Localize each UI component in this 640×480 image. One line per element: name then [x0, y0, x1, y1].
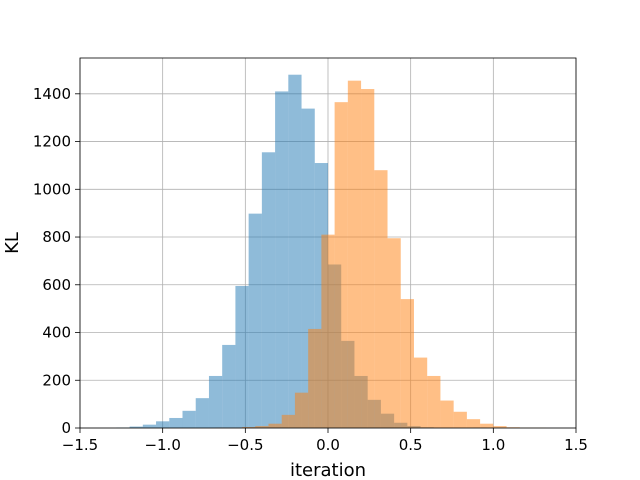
- x-tick-label: 0.5: [399, 436, 423, 454]
- histogram-bar: [334, 102, 348, 429]
- histogram-bar: [361, 89, 375, 428]
- histogram-bar: [480, 423, 494, 428]
- histogram-bar: [169, 417, 183, 428]
- histogram-bar: [195, 398, 209, 428]
- x-axis-label: iteration: [290, 460, 366, 480]
- y-tick-label: 1400: [33, 85, 71, 103]
- histogram-bar: [281, 414, 295, 428]
- histogram-bar: [288, 74, 302, 428]
- y-tick-label: 0: [61, 419, 71, 437]
- histogram-bar: [142, 424, 157, 428]
- histogram-bar: [466, 419, 481, 428]
- x-axis: −1.5 −1.0 −0.5 0.0 0.5 1.0 1.5: [62, 428, 588, 454]
- histogram-bar: [235, 285, 249, 428]
- histogram-bar: [413, 357, 428, 428]
- y-axis: 0 200 400 600 800 1000 1200 1400: [33, 85, 80, 437]
- histogram-bar: [294, 392, 309, 428]
- histogram-bar: [321, 234, 335, 428]
- y-tick-label: 200: [42, 371, 71, 389]
- histogram-bar: [156, 421, 170, 428]
- histogram-bar: [261, 152, 276, 428]
- y-tick-label: 400: [42, 324, 71, 342]
- histogram-bar: [255, 426, 269, 428]
- y-tick-label: 800: [42, 228, 71, 246]
- histogram-bars: [116, 74, 547, 429]
- histogram-bar: [248, 213, 262, 428]
- histogram-bar: [493, 426, 507, 428]
- y-tick-label: 1000: [33, 180, 71, 198]
- histogram-bar: [182, 410, 196, 428]
- y-tick-label: 1200: [33, 133, 71, 151]
- histogram-bar: [453, 411, 467, 428]
- x-tick-label: −1.0: [144, 436, 180, 454]
- histogram-bar: [242, 427, 256, 428]
- x-tick-label: −0.5: [227, 436, 263, 454]
- histogram-bar: [208, 375, 223, 428]
- histogram-bar: [222, 344, 236, 428]
- histogram-bar: [387, 238, 401, 428]
- histogram-bar: [400, 299, 414, 428]
- y-tick-label: 600: [42, 276, 71, 294]
- x-tick-label: 0.0: [316, 436, 340, 454]
- x-tick-label: 1.5: [564, 436, 588, 454]
- histogram-bar: [427, 375, 441, 428]
- y-axis-label: KL: [2, 232, 23, 254]
- x-tick-label: −1.5: [62, 436, 98, 454]
- histogram-bar: [308, 328, 322, 428]
- histogram-bar: [347, 80, 362, 428]
- histogram-bar: [268, 423, 282, 428]
- series-2-bars: [215, 80, 547, 429]
- histogram-bar: [440, 400, 454, 428]
- histogram-bar: [129, 426, 143, 428]
- x-tick-label: 1.0: [481, 436, 505, 454]
- histogram-bar: [275, 91, 289, 428]
- histogram-bar: [374, 170, 388, 428]
